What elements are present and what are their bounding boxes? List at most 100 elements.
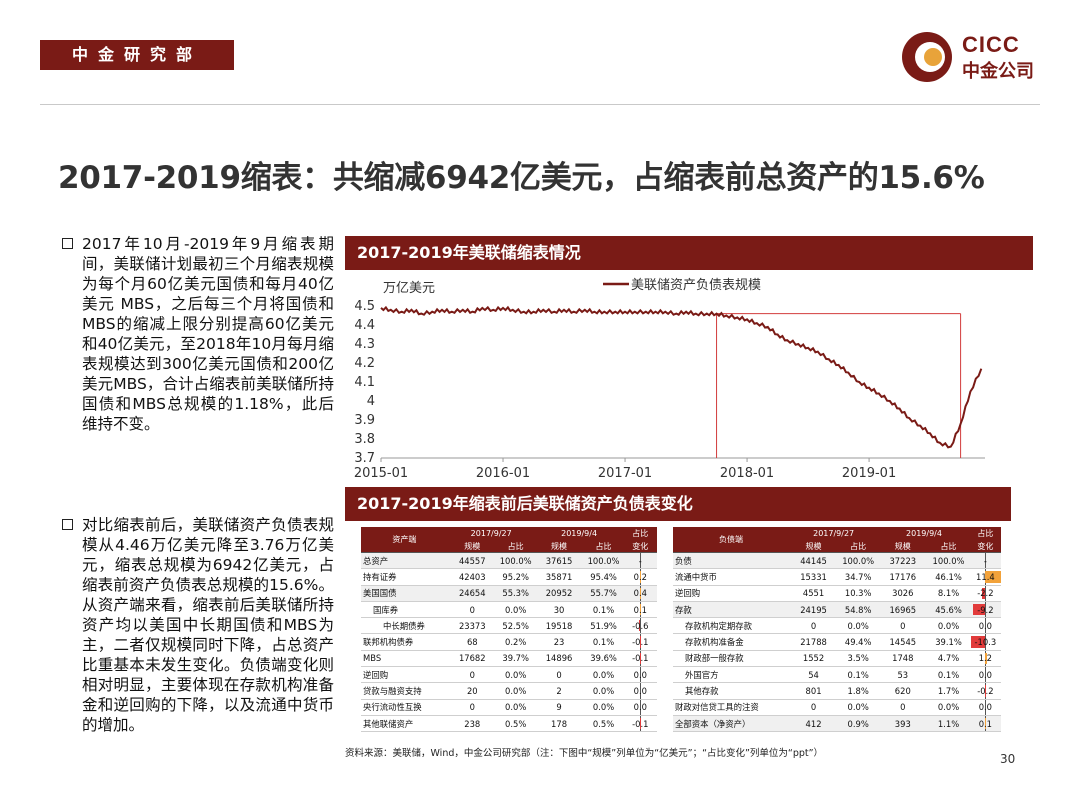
cell-value: 0.0% xyxy=(496,601,535,619)
cell-value: 95.2% xyxy=(496,568,535,586)
asset-date2: 2019/9/4 xyxy=(534,527,624,540)
y-tick-label: 3.9 xyxy=(354,413,375,428)
change-axis xyxy=(640,553,642,568)
bullet-1: 2017年10月-2019年9月缩表期间，美联储计划最初三个月缩表规模为每个月6… xyxy=(62,234,334,434)
cell-value: 1.8% xyxy=(838,682,879,700)
table-row: 逆回购 4551 10.3% 3026 8.1% -2.2 xyxy=(673,585,1001,602)
liab-date1: 2017/9/27 xyxy=(789,527,879,540)
cell-value: 1.7% xyxy=(927,682,970,700)
header-divider xyxy=(40,104,1040,105)
cell-value: 0 xyxy=(447,601,497,619)
change-bar xyxy=(640,587,641,599)
cell-value: 45.6% xyxy=(927,601,970,619)
row-label: 外国官方 xyxy=(673,666,790,684)
asset-head-label: 资产端 xyxy=(361,527,448,553)
change-value: 11.4 xyxy=(976,571,995,582)
row-label: MBS xyxy=(361,650,448,668)
cell-value: 39.7% xyxy=(496,650,535,668)
department-banner: 中金研究部 xyxy=(40,40,234,70)
table-row: 国库券 0 0.0% 30 0.1% 0.1 xyxy=(361,601,657,619)
cell-value: 801 xyxy=(789,682,839,700)
cell-value: 17176 xyxy=(878,568,928,586)
change-axis xyxy=(640,650,642,666)
table-row: 美国国债 24654 55.3% 20952 55.7% 0.4 xyxy=(361,585,657,602)
change-bar xyxy=(982,587,986,599)
change-cell: - xyxy=(969,551,1001,570)
cell-value: 393 xyxy=(878,715,928,733)
change-axis xyxy=(985,585,987,601)
asset-sub-chg: 变化 xyxy=(623,540,657,553)
change-cell: 11.4 xyxy=(969,568,1001,586)
change-value: 0.2 xyxy=(633,571,647,582)
cell-value: 0.0% xyxy=(583,666,624,684)
cell-value: 30 xyxy=(534,601,584,619)
table-row: 存款机构准备金 21788 49.4% 14545 39.1% -10.3 xyxy=(673,633,1001,651)
cell-value: 23 xyxy=(534,633,584,651)
cell-value: 8.1% xyxy=(927,585,970,602)
cell-value: 42403 xyxy=(447,568,497,586)
table-row: 外国官方 54 0.1% 53 0.1% 0.0 xyxy=(673,666,1001,684)
cell-value: 0.0% xyxy=(583,699,624,716)
y-tick-label: 4.4 xyxy=(354,318,375,333)
row-label: 其他存款 xyxy=(673,682,790,700)
table-row: 总资产 44557 100.0% 37615 100.0% - xyxy=(361,551,657,570)
change-cell: 0.2 xyxy=(623,568,657,586)
cell-value: 100.0% xyxy=(838,551,879,570)
table-row: MBS 17682 39.7% 14896 39.6% -0.1 xyxy=(361,650,657,668)
asset-date1: 2017/9/27 xyxy=(447,527,535,540)
series-line xyxy=(380,305,983,449)
row-label: 央行流动性互换 xyxy=(361,699,448,716)
bullet-square-icon xyxy=(62,519,73,530)
cell-value: 37615 xyxy=(534,551,584,570)
y-tick-label: 4.2 xyxy=(354,356,375,371)
cell-value: 238 xyxy=(447,715,497,733)
y-tick-label: 3.7 xyxy=(354,451,375,466)
change-axis xyxy=(640,699,642,715)
cell-value: 0.1% xyxy=(583,633,624,651)
y-tick-label: 4.5 xyxy=(354,299,375,314)
asset-sub-share2: 占比 xyxy=(583,540,624,553)
change-bar xyxy=(972,603,986,616)
cell-value: 100.0% xyxy=(583,551,624,570)
change-axis xyxy=(985,618,987,633)
row-label: 存款 xyxy=(673,601,790,619)
cell-value: 1552 xyxy=(789,650,839,668)
table-row: 贷款与融资支持 20 0.0% 2 0.0% 0.0 xyxy=(361,682,657,700)
cell-value: 9 xyxy=(534,699,584,716)
cell-value: 0.0% xyxy=(838,617,879,635)
row-label: 财政部一般存款 xyxy=(673,650,790,668)
cell-value: 178 xyxy=(534,715,584,733)
y-tick-label: 4 xyxy=(367,394,375,409)
liab-sub-scale2: 规模 xyxy=(878,540,928,553)
change-axis xyxy=(640,683,642,699)
change-value: - xyxy=(638,555,642,566)
asset-chg-head: 占比 xyxy=(623,527,657,540)
change-cell: 0.0 xyxy=(969,699,1001,716)
y-tick-label: 4.3 xyxy=(354,337,375,352)
row-label: 持有证券 xyxy=(361,568,448,586)
change-value: -0.1 xyxy=(632,653,649,664)
table-row: 中长期债券 23373 52.5% 19518 51.9% -0.6 xyxy=(361,617,657,635)
cell-value: 54 xyxy=(789,666,839,684)
row-label: 全部资本（净资产） xyxy=(673,715,790,733)
change-cell: 0.0 xyxy=(623,682,657,700)
change-value: -2.2 xyxy=(977,588,994,599)
change-value: -0.2 xyxy=(977,686,994,697)
liab-sub-chg: 变化 xyxy=(969,540,1001,553)
change-value: -0.6 xyxy=(632,620,649,631)
change-bar xyxy=(639,620,641,632)
change-cell: -0.6 xyxy=(623,617,657,635)
change-value: 0.0 xyxy=(633,669,647,680)
cell-value: 54.8% xyxy=(838,601,879,619)
slide-title: 2017-2019缩表：共缩减6942亿美元，占缩表前总资产的15.6% xyxy=(58,160,985,196)
change-axis xyxy=(985,667,987,682)
cell-value: 0.5% xyxy=(583,715,624,733)
asset-sub-share1: 占比 xyxy=(496,540,535,553)
row-label: 其他联储资产 xyxy=(361,715,448,733)
logo-english: CICC xyxy=(962,32,1020,57)
change-axis xyxy=(985,634,987,650)
cell-value: 100.0% xyxy=(496,551,535,570)
change-bar xyxy=(985,571,1001,583)
table-row: 持有证券 42403 95.2% 35871 95.4% 0.2 xyxy=(361,568,657,586)
cell-value: 0 xyxy=(447,666,497,684)
